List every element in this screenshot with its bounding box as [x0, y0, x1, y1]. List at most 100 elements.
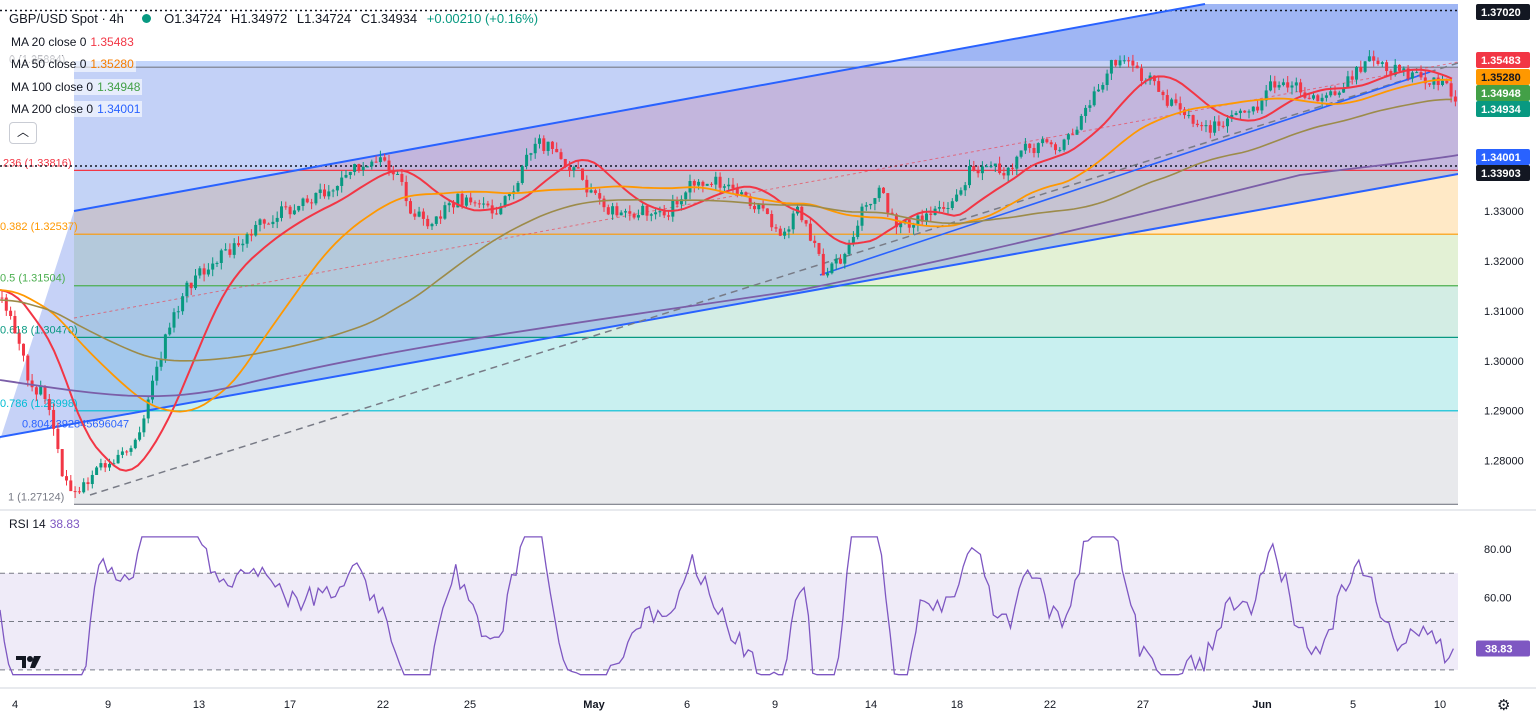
- candle: [1410, 72, 1414, 79]
- ma50-legend[interactable]: MA 50 close 0 1.35280: [9, 56, 136, 72]
- candle: [439, 216, 443, 219]
- candle: [1307, 97, 1311, 99]
- candle: [1032, 148, 1036, 154]
- candle: [1428, 83, 1432, 85]
- candle: [602, 198, 606, 208]
- candle: [1019, 150, 1023, 157]
- candle: [1131, 60, 1135, 66]
- candle: [890, 212, 894, 215]
- time-tick-label: 9: [772, 699, 778, 711]
- candle: [1312, 95, 1315, 99]
- market-status-icon: [141, 14, 151, 23]
- rsi-legend[interactable]: RSI 14 38.83: [9, 517, 80, 531]
- candle: [542, 138, 546, 152]
- candle: [1178, 103, 1182, 110]
- time-tick-label: Jun: [1252, 699, 1272, 711]
- candle: [765, 208, 769, 215]
- candle: [1226, 118, 1229, 127]
- candle: [486, 203, 490, 206]
- channel-lower-line: [0, 173, 1459, 438]
- collapse-legend-button[interactable]: ︿: [9, 122, 37, 144]
- candle: [383, 157, 387, 161]
- channel-upper-area: [74, 4, 1458, 211]
- candle: [1359, 66, 1363, 72]
- candle: [1062, 139, 1066, 150]
- fib-label: 0.382 (1.32537): [0, 221, 78, 233]
- candle: [628, 211, 632, 214]
- candle: [275, 217, 279, 222]
- candle: [374, 161, 378, 163]
- time-tick-label: 5: [1350, 699, 1356, 711]
- candle: [1221, 125, 1225, 127]
- candle: [826, 273, 830, 276]
- candle: [705, 183, 709, 186]
- candle: [1208, 125, 1212, 133]
- fib-band: [74, 234, 1458, 286]
- candle: [585, 179, 589, 193]
- candle: [1269, 81, 1272, 91]
- fib-label: 1 (1.27124): [8, 491, 64, 503]
- gear-icon[interactable]: ⚙: [1497, 697, 1511, 714]
- candle: [43, 386, 47, 400]
- candle: [1290, 85, 1294, 88]
- ma200-legend[interactable]: MA 200 close 0 1.34001: [9, 101, 143, 117]
- candle: [529, 153, 533, 155]
- fib-label: 0.8042392845696047: [22, 419, 129, 431]
- candle: [267, 223, 271, 225]
- candle: [572, 167, 576, 171]
- price-badge-label: 1.34001: [1481, 152, 1521, 164]
- price-tick-label: 1.33000: [1484, 206, 1524, 218]
- ma20-legend[interactable]: MA 20 close 0 1.35483: [9, 34, 136, 50]
- candle: [1277, 85, 1281, 88]
- candle: [581, 168, 584, 180]
- candle: [920, 215, 924, 222]
- price-badge: [1476, 85, 1530, 101]
- channel-fill: [0, 4, 1458, 440]
- candle: [1109, 59, 1113, 74]
- candle: [400, 173, 404, 182]
- ohlc-low: L1.34724: [296, 11, 352, 26]
- candle: [1372, 56, 1376, 61]
- candle: [1174, 99, 1178, 104]
- price-badge-label: 1.34948: [1481, 88, 1521, 100]
- fib-band: [74, 418, 1458, 505]
- candle: [632, 213, 636, 218]
- candle: [159, 358, 163, 367]
- tradingview-logo-icon[interactable]: [14, 652, 44, 676]
- candle: [843, 253, 847, 264]
- candle: [1256, 106, 1260, 111]
- candle: [886, 193, 890, 213]
- ma50-label: MA 50 close 0: [11, 57, 87, 71]
- candle: [697, 181, 701, 186]
- fib-band: [74, 337, 1458, 411]
- candle: [1385, 62, 1389, 72]
- candle: [163, 334, 167, 359]
- ma200-value: 1.34001: [97, 102, 141, 116]
- symbol-title[interactable]: GBP/USD Spot · 4h: [9, 11, 124, 26]
- ma100-legend[interactable]: MA 100 close 0 1.34948: [9, 79, 143, 95]
- candle: [1234, 113, 1238, 115]
- candle: [1264, 90, 1268, 101]
- candle: [593, 190, 597, 194]
- candle: [839, 258, 842, 264]
- candle: [65, 476, 68, 481]
- candle: [22, 343, 25, 356]
- time-tick-label: 18: [951, 699, 963, 711]
- candle: [662, 211, 666, 216]
- candle: [568, 166, 572, 171]
- candle: [968, 166, 971, 186]
- time-tick-label: 25: [464, 699, 476, 711]
- candle: [787, 229, 791, 232]
- candle: [1337, 92, 1341, 95]
- candle: [1449, 83, 1453, 97]
- candle: [69, 480, 73, 492]
- candle: [1441, 80, 1444, 86]
- candle: [1333, 91, 1337, 95]
- candle: [684, 192, 688, 200]
- candle: [155, 366, 159, 381]
- candle: [1204, 125, 1208, 127]
- candle: [370, 161, 374, 167]
- candle: [942, 207, 946, 209]
